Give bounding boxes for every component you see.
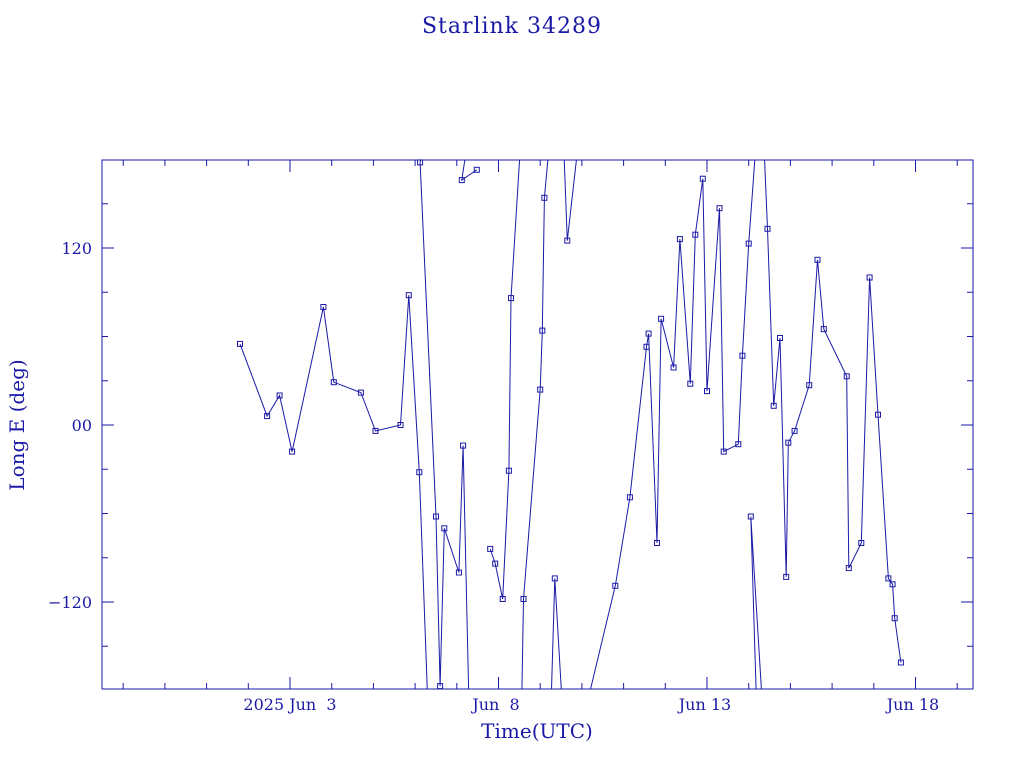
data-point-marker: [492, 560, 499, 567]
data-point-marker: [770, 402, 777, 409]
data-point-marker: [885, 575, 892, 582]
data-point-marker: [537, 386, 544, 393]
data-point-marker: [777, 335, 783, 341]
data-point-marker: [785, 439, 792, 446]
data-point-marker: [539, 327, 546, 334]
data-point-marker: [889, 581, 896, 588]
data-point-marker: [330, 379, 337, 386]
data-point-marker: [891, 615, 898, 622]
x-tick-label-jun3: 2025 Jun 3: [243, 695, 336, 714]
data-point-marker: [455, 569, 462, 576]
y-tick-label-120: 120: [61, 239, 92, 258]
data-point-marker: [499, 596, 506, 602]
data-point-marker: [739, 352, 746, 359]
data-point-marker: [692, 231, 699, 238]
data-point-marker: [658, 315, 665, 322]
data-point-marker: [487, 545, 494, 552]
data-point-marker: [645, 330, 652, 337]
marker-layer: [237, 159, 904, 690]
data-point-marker: [687, 380, 694, 387]
data-point-marker: [699, 175, 706, 182]
data-point-marker: [551, 575, 558, 582]
data-point-marker: [626, 494, 633, 501]
data-point-marker: [716, 205, 723, 212]
data-point-marker: [289, 448, 296, 455]
data-point-marker: [276, 392, 283, 399]
data-point-marker: [875, 411, 881, 418]
data-point-marker: [417, 159, 424, 166]
data-point-marker: [458, 177, 465, 184]
chart-title: Starlink 34289: [421, 14, 603, 39]
data-point-marker: [806, 382, 813, 389]
data-point-marker: [643, 343, 650, 350]
data-point-marker: [564, 237, 571, 244]
data-point-marker: [670, 364, 677, 371]
data-point-marker: [397, 422, 404, 428]
series-layer: [239, 160, 902, 689]
data-point-marker: [745, 240, 752, 247]
data-point-marker: [845, 565, 852, 572]
y-tick-label-0: 00: [72, 416, 92, 435]
data-point-marker: [735, 441, 742, 448]
data-point-marker: [720, 448, 727, 455]
data-point-marker: [764, 225, 771, 232]
y-tick-label-neg120: −120: [48, 593, 92, 612]
data-point-marker: [541, 194, 548, 201]
data-point-marker: [405, 292, 412, 299]
x-tick-label-jun18: Jun 18: [885, 695, 939, 714]
data-point-marker: [676, 236, 683, 243]
data-point-marker: [704, 388, 710, 395]
x-axis-label: Time(UTC): [481, 719, 593, 743]
data-point-marker: [897, 659, 904, 666]
data-point-marker: [783, 573, 790, 580]
y-axis-label: Long E (deg): [5, 359, 29, 490]
data-point-marker: [357, 389, 364, 396]
data-point-marker: [441, 525, 448, 532]
axis-ticks: [102, 160, 973, 689]
data-point-marker: [654, 540, 660, 546]
data-point-marker: [508, 295, 514, 302]
data-point-marker: [505, 467, 512, 474]
data-point-marker: [372, 427, 379, 434]
data-point-marker: [612, 582, 619, 589]
data-point-marker: [747, 513, 754, 520]
data-point-marker: [433, 513, 439, 520]
data-point-marker: [820, 326, 827, 333]
data-point-marker: [320, 304, 327, 310]
data-point-marker: [460, 442, 467, 449]
data-point-marker: [814, 256, 821, 263]
data-point-marker: [237, 340, 243, 347]
x-tick-label-jun13: Jun 13: [677, 695, 731, 714]
data-point-marker: [866, 274, 873, 281]
x-tick-label-jun8: Jun 8: [470, 695, 519, 714]
data-point-marker: [791, 427, 798, 434]
data-point-marker: [416, 469, 423, 476]
data-point-marker: [843, 373, 850, 380]
data-point-marker: [520, 596, 527, 602]
data-point-marker: [858, 540, 865, 546]
data-point-marker: [264, 413, 271, 420]
data-point-marker: [473, 166, 480, 173]
series-line: [239, 160, 902, 689]
data-point-marker: [437, 683, 444, 690]
